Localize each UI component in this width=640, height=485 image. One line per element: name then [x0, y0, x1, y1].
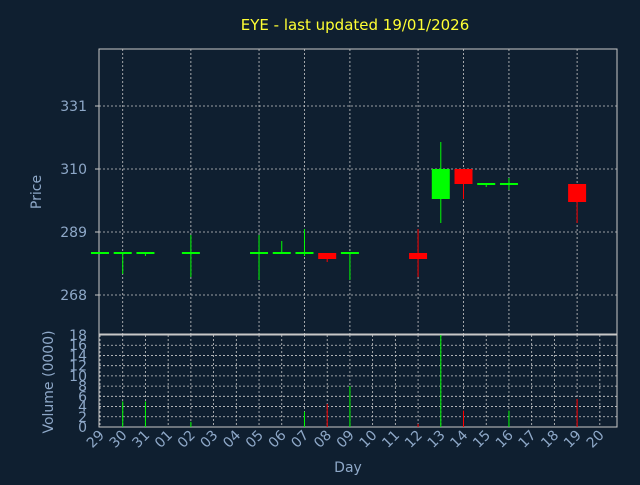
volume-ytick-label: 2 — [78, 410, 87, 426]
xtick-label: 10 — [357, 428, 381, 452]
xtick-label: 03 — [198, 428, 222, 452]
candle-body — [250, 252, 269, 254]
xtick-label: 17 — [516, 428, 540, 452]
xtick-label: 31 — [129, 428, 153, 452]
candle-body — [181, 252, 200, 254]
price-gridlines — [99, 49, 617, 334]
price-ytick-label: 331 — [60, 99, 87, 115]
x-axis-label: Day — [334, 460, 362, 476]
xtick-label: 02 — [175, 428, 199, 452]
volume-ytick-label: 4 — [78, 400, 87, 416]
candle-body — [409, 253, 428, 259]
volume-ytick-label: 0 — [78, 420, 87, 436]
xtick-label: 06 — [266, 427, 290, 451]
xtick-label: 13 — [425, 428, 449, 452]
candle-body — [499, 183, 518, 185]
volume-ytick-label: 14 — [69, 348, 87, 364]
price-ytick-label: 268 — [60, 288, 87, 304]
price-ytick-label: 289 — [60, 225, 87, 241]
xtick-label: 05 — [243, 428, 267, 452]
candle-body — [136, 252, 155, 254]
candle-body — [477, 183, 496, 185]
price-candles — [91, 142, 587, 280]
xtick-label: 18 — [538, 428, 562, 452]
volume-ytick-label: 16 — [69, 338, 87, 354]
xtick-label: 07 — [288, 428, 312, 452]
volume-plot-area — [98, 334, 618, 428]
xtick-label: 14 — [447, 427, 471, 451]
xtick-label: 08 — [311, 428, 335, 452]
xtick-label: 12 — [402, 428, 426, 452]
candle-body — [295, 252, 314, 254]
xtick-label: 16 — [493, 427, 517, 451]
volume-bars — [122, 335, 578, 427]
candle-body — [318, 253, 337, 259]
candle-body — [431, 169, 450, 199]
xtick-label: 30 — [107, 428, 131, 452]
volume-ytick-label: 8 — [78, 379, 87, 395]
volume-ytick-label: 6 — [78, 389, 87, 405]
price-ytick-labels: 268 289 310 331 — [60, 99, 99, 304]
candle-body — [272, 252, 291, 254]
xtick-label: 29 — [84, 428, 108, 452]
xtick-label: 04 — [220, 427, 244, 451]
candle-body — [91, 252, 109, 254]
price-axis-label: Price — [29, 175, 45, 209]
xtick-label: 11 — [379, 428, 403, 452]
volume-ytick-label: 12 — [69, 359, 87, 375]
xtick-labels: 2930310102030405060708091011121314151617… — [84, 427, 608, 451]
volume-ytick-label: 10 — [69, 369, 87, 385]
xtick-label: 15 — [470, 428, 494, 452]
volume-ytick-label: 18 — [69, 328, 87, 344]
xtick-label: 09 — [334, 428, 358, 452]
chart-title: EYE - last updated 19/01/2026 — [241, 16, 470, 34]
xtick-label: 19 — [561, 428, 585, 452]
price-ytick-label: 310 — [60, 162, 87, 178]
xtick-label: 01 — [152, 428, 176, 452]
price-plot-area — [98, 48, 618, 335]
candle-body — [340, 252, 359, 254]
volume-axis-label: Volume (0000) — [41, 330, 57, 433]
candle-body — [454, 169, 473, 184]
xtick-label: 20 — [584, 428, 608, 452]
candle-body — [113, 252, 132, 254]
candle-body — [568, 184, 587, 202]
